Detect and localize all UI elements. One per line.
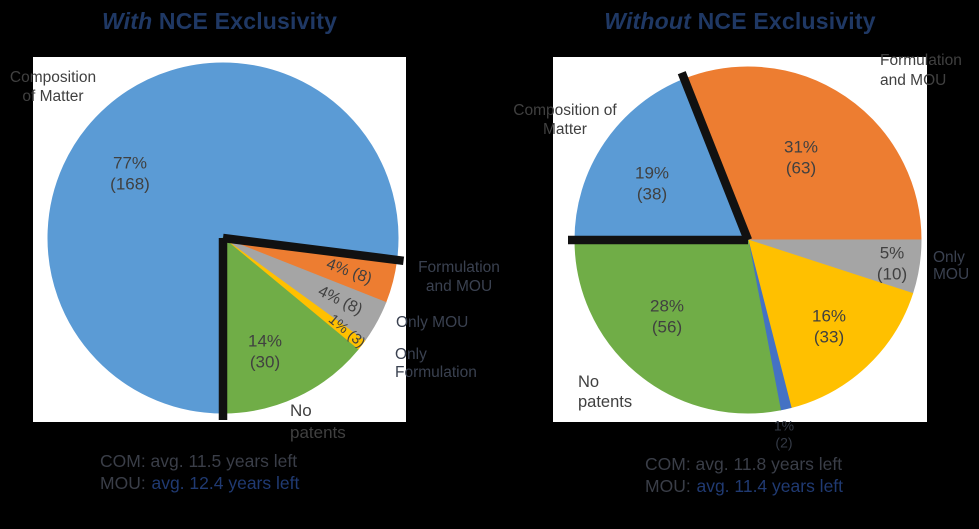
left-only-formulation-category-label: Only Formulation bbox=[395, 346, 477, 381]
left-com-avg-line: COM: avg. 11.5 years left bbox=[100, 451, 298, 471]
left-com-value-label: 77% (168) bbox=[110, 153, 150, 193]
right-formulation-mou-value-label: 31% (63) bbox=[783, 137, 819, 177]
right-avg-years-caption: COM: avg. 11.8 years left MOU: avg. 11.4 … bbox=[645, 453, 843, 497]
right-other-value-label: 1% (2) bbox=[773, 417, 795, 451]
right-no-patents-value-label: 28% (56) bbox=[649, 296, 685, 336]
right-mou-avg-line: MOU: avg. 11.4 years left bbox=[645, 476, 844, 496]
slice-highlight-border bbox=[222, 233, 405, 266]
right-only-formulation-value-label: 16% (33) bbox=[811, 306, 847, 346]
right-title-rest: NCE Exclusivity bbox=[691, 8, 876, 34]
left-title-rest: NCE Exclusivity bbox=[152, 8, 338, 34]
right-chart-panel bbox=[553, 57, 927, 422]
left-chart-panel bbox=[33, 57, 406, 422]
right-title-italic: Without bbox=[604, 8, 692, 34]
left-no-patents-category-label: No patents bbox=[290, 401, 346, 442]
left-formulation-mou-category-label: Formulation and MOU bbox=[418, 259, 500, 295]
right-com-category-label: Composition of Matter bbox=[513, 102, 617, 138]
pie-slice-composition-of-matter bbox=[574, 78, 749, 241]
left-only-mou-category-label: Only MOU bbox=[396, 314, 469, 331]
right-no-patents-category-label: No patents bbox=[578, 373, 633, 411]
right-chart-title: Without NCE Exclusivity bbox=[553, 8, 927, 35]
left-avg-years-caption: COM: avg. 11.5 years left MOU: avg. 12.4 … bbox=[100, 450, 299, 494]
pie-chart-without-nce bbox=[568, 66, 922, 414]
right-com-avg-line: COM: avg. 11.8 years left bbox=[645, 454, 843, 474]
left-title-italic: With bbox=[101, 8, 153, 34]
left-mou-avg-line: MOU: avg. 12.4 years left bbox=[100, 473, 300, 493]
right-com-value-label: 19% (38) bbox=[634, 163, 670, 203]
pie-slice-no-patents bbox=[574, 239, 782, 414]
left-com-category-label: Composition of Matter bbox=[9, 69, 97, 105]
pie-slice-only-formulation bbox=[747, 239, 914, 409]
slice-highlight-border bbox=[677, 71, 752, 242]
right-only-mou-value-label: 5% (10) bbox=[876, 243, 908, 283]
pie-slice-no-patents bbox=[222, 236, 359, 414]
left-no-patents-value-label: 14% (30) bbox=[247, 331, 283, 371]
right-only-mou-category-label: Only MOU bbox=[933, 249, 970, 283]
right-formulation-mou-category-label: Formulation and MOU bbox=[880, 52, 962, 89]
pie-slice-formulation-and-mou bbox=[683, 66, 922, 241]
pie-chart-with-nce bbox=[47, 62, 405, 420]
left-chart-title: With NCE Exclusivity bbox=[33, 8, 406, 35]
